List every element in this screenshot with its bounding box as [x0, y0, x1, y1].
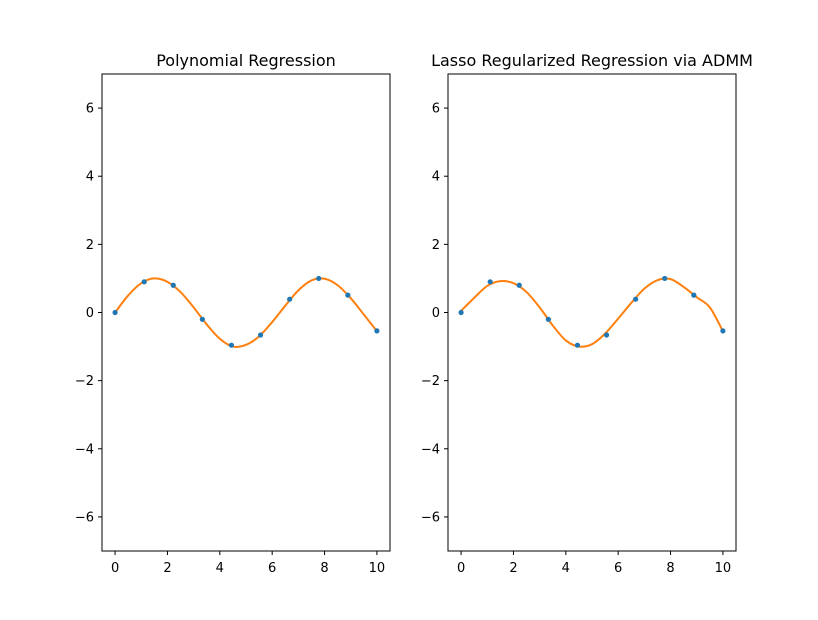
right-x-tick-label: 2 — [509, 561, 517, 576]
right-x-tick-label: 0 — [457, 561, 465, 576]
left-fit-line — [114, 277, 378, 348]
right-y-tick-label: −2 — [421, 374, 440, 389]
left-y-tick-label: 0 — [86, 306, 94, 321]
right-data-point — [662, 275, 668, 282]
left-x-tick-label: 10 — [369, 561, 386, 576]
right-data-point — [458, 309, 464, 316]
right-y-tick-label: −4 — [421, 442, 440, 457]
left-x-tick-label: 0 — [111, 561, 119, 576]
left-y-tick-label: 2 — [86, 238, 94, 253]
right-y-tick-label: 4 — [432, 170, 440, 185]
left-subplot-title: Polynomial Regression — [156, 51, 336, 70]
left-subplot: Polynomial Regression 0 2 4 6 8 10 −6 −4 −2 0 2 4 6 — [75, 51, 391, 576]
left-x-tick-label: 6 — [268, 561, 276, 576]
left-data-point — [316, 275, 322, 282]
right-y-tick-label: −6 — [421, 510, 440, 525]
right-x-tick-label: 8 — [666, 561, 674, 576]
left-axes-frame — [101, 73, 391, 552]
left-y-tick-label: −6 — [75, 510, 94, 525]
left-data-point — [228, 342, 235, 348]
left-data-point — [170, 282, 176, 288]
left-x-tick-label: 4 — [216, 561, 224, 576]
right-data-point — [603, 332, 610, 338]
left-data-point — [287, 296, 293, 302]
right-data-point — [545, 316, 551, 322]
right-data-point — [720, 328, 726, 334]
left-y-tick-label: 4 — [86, 170, 94, 185]
right-x-tick-label: 10 — [715, 561, 732, 576]
right-data-point — [633, 296, 639, 302]
right-subplot-title: Lasso Regularized Regression via ADMM — [431, 51, 753, 70]
right-y-tick-label: 6 — [432, 102, 440, 117]
left-x-tick-label: 8 — [320, 561, 328, 576]
right-x-tick-label: 4 — [562, 561, 570, 576]
left-x-tick-label: 2 — [163, 561, 171, 576]
left-data-point — [374, 328, 380, 334]
right-y-tick-label: 0 — [432, 306, 440, 321]
left-y-tick-label: 6 — [86, 102, 94, 117]
left-data-point — [199, 316, 205, 322]
right-data-point — [574, 342, 581, 348]
left-data-point — [141, 279, 147, 285]
right-data-point — [691, 292, 697, 298]
right-axes-frame — [447, 73, 737, 552]
right-data-point — [516, 282, 522, 288]
right-fit-line — [460, 277, 724, 348]
left-data-point — [112, 309, 118, 316]
right-x-tick-label: 6 — [614, 561, 622, 576]
right-subplot: Lasso Regularized Regression via ADMM 0 2… — [421, 51, 753, 576]
left-data-point — [345, 292, 351, 298]
right-data-point — [487, 279, 493, 285]
left-y-tick-label: −2 — [75, 374, 94, 389]
left-y-tick-label: −4 — [75, 442, 94, 457]
right-y-tick-label: 2 — [432, 238, 440, 253]
left-data-point — [257, 332, 264, 338]
